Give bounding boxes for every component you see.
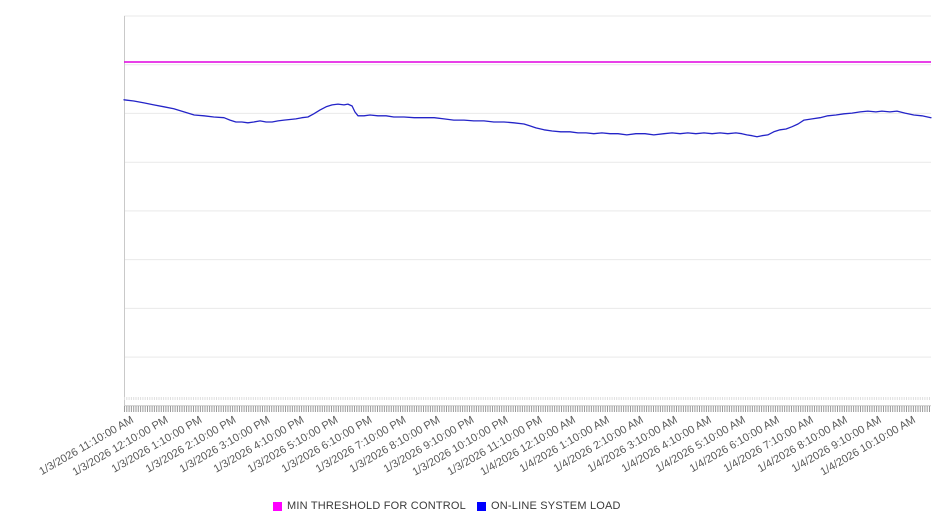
legend-label-system-load: ON-LINE SYSTEM LOAD xyxy=(490,500,621,512)
legend-item-system-load[interactable]: ON-LINE SYSTEM LOAD xyxy=(476,500,621,512)
threshold-swatch-icon xyxy=(273,501,282,511)
system-load-swatch-icon xyxy=(476,501,486,511)
system-load-line xyxy=(123,99,932,138)
legend-item-min-threshold[interactable]: MIN THRESHOLD FOR CONTROL xyxy=(273,500,466,512)
legend-label-min-threshold: MIN THRESHOLD FOR CONTROL xyxy=(287,500,466,512)
legend: MIN THRESHOLD FOR CONTROL ON-LINE SYSTEM… xyxy=(273,500,621,512)
